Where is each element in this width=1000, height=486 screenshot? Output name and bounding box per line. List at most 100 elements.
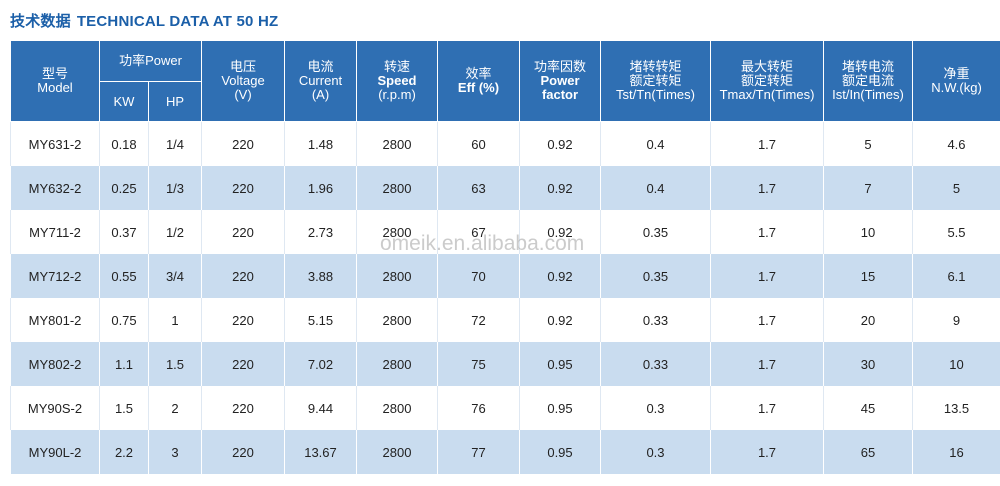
cell-efficiency: 63 <box>437 166 520 210</box>
cell-efficiency: 75 <box>437 342 520 386</box>
cell-speed: 2800 <box>356 166 438 210</box>
cell-ist-in: 5 <box>823 121 913 166</box>
table-row: MY802-2 1.1 1.5 220 7.02 2800 75 0.95 0.33 1.7 30 1… <box>10 342 1000 386</box>
cell-net-weight: 5.5 <box>912 210 1000 254</box>
cell-net-weight: 6.1 <box>912 254 1000 298</box>
cell-tst-tn: 0.4 <box>600 166 711 210</box>
header-speed: 转速 Speed (r.p.m) <box>356 40 438 122</box>
cell-hp: 1.5 <box>148 342 202 386</box>
cell-speed: 2800 <box>356 210 438 254</box>
cell-voltage: 220 <box>201 210 285 254</box>
header-tst: 堵转转矩 额定转矩 Tst/Tn(Times) <box>600 40 711 122</box>
cell-tst-tn: 0.3 <box>600 430 711 474</box>
cell-kw: 2.2 <box>99 430 149 474</box>
cell-net-weight: 16 <box>912 430 1000 474</box>
cell-voltage: 220 <box>201 121 285 166</box>
cell-voltage: 220 <box>201 386 285 430</box>
cell-model: MY802-2 <box>10 342 100 386</box>
cell-model: MY631-2 <box>10 121 100 166</box>
cell-kw: 0.25 <box>99 166 149 210</box>
cell-kw: 1.5 <box>99 386 149 430</box>
header-current: 电流 Current (A) <box>284 40 357 122</box>
cell-efficiency: 70 <box>437 254 520 298</box>
cell-ist-in: 65 <box>823 430 913 474</box>
cell-hp: 2 <box>148 386 202 430</box>
cell-kw: 0.18 <box>99 121 149 166</box>
cell-tst-tn: 0.33 <box>600 298 711 342</box>
header-kw: KW <box>99 81 149 122</box>
title-zh: 技术数据 <box>10 13 71 30</box>
cell-ist-in: 15 <box>823 254 913 298</box>
cell-model: MY90S-2 <box>10 386 100 430</box>
cell-kw: 0.37 <box>99 210 149 254</box>
cell-power-factor: 0.92 <box>519 298 601 342</box>
cell-hp: 1 <box>148 298 202 342</box>
cell-tmax-tn: 1.7 <box>710 342 824 386</box>
table-row: MY631-2 0.18 1/4 220 1.48 2800 60 0.92 0.4 1.7 5 4.… <box>10 121 1000 166</box>
header-tmax: 最大转矩 额定转矩 Tmax/Tn(Times) <box>710 40 824 122</box>
header-power-factor: 功率因数 Power factor <box>519 40 601 122</box>
table-row: MY801-2 0.75 1 220 5.15 2800 72 0.92 0.33 1.7 20 9 <box>10 298 1000 342</box>
cell-current: 13.67 <box>284 430 357 474</box>
cell-ist-in: 7 <box>823 166 913 210</box>
cell-hp: 3 <box>148 430 202 474</box>
cell-net-weight: 5 <box>912 166 1000 210</box>
cell-speed: 2800 <box>356 386 438 430</box>
cell-kw: 0.75 <box>99 298 149 342</box>
cell-ist-in: 10 <box>823 210 913 254</box>
cell-voltage: 220 <box>201 254 285 298</box>
header-net-weight: 净重 N.W.(kg) <box>912 40 1000 122</box>
table-row: MY90S-2 1.5 2 220 9.44 2800 76 0.95 0.3 1.7 45 13.5 <box>10 386 1000 430</box>
cell-net-weight: 10 <box>912 342 1000 386</box>
cell-net-weight: 4.6 <box>912 121 1000 166</box>
header-model: 型号 Model <box>10 40 100 122</box>
cell-efficiency: 60 <box>437 121 520 166</box>
cell-model: MY712-2 <box>10 254 100 298</box>
cell-power-factor: 0.95 <box>519 430 601 474</box>
table-row: MY632-2 0.25 1/3 220 1.96 2800 63 0.92 0.4 1.7 7 5 <box>10 166 1000 210</box>
cell-tst-tn: 0.35 <box>600 210 711 254</box>
table-body: MY631-2 0.18 1/4 220 1.48 2800 60 0.92 0.4 1.7 5 4.… <box>10 121 1000 474</box>
cell-tmax-tn: 1.7 <box>710 430 824 474</box>
cell-tmax-tn: 1.7 <box>710 210 824 254</box>
cell-current: 5.15 <box>284 298 357 342</box>
cell-speed: 2800 <box>356 342 438 386</box>
header-power: 功率Power <box>99 40 202 82</box>
spec-table: 型号 Model 功率Power 电压 Voltage (V) 电流 Curre… <box>10 40 1000 474</box>
cell-net-weight: 9 <box>912 298 1000 342</box>
cell-ist-in: 45 <box>823 386 913 430</box>
cell-efficiency: 67 <box>437 210 520 254</box>
cell-tst-tn: 0.4 <box>600 121 711 166</box>
cell-model: MY90L-2 <box>10 430 100 474</box>
cell-model: MY632-2 <box>10 166 100 210</box>
cell-power-factor: 0.92 <box>519 254 601 298</box>
cell-voltage: 220 <box>201 342 285 386</box>
cell-current: 7.02 <box>284 342 357 386</box>
cell-current: 1.96 <box>284 166 357 210</box>
cell-speed: 2800 <box>356 430 438 474</box>
cell-power-factor: 0.95 <box>519 386 601 430</box>
cell-tmax-tn: 1.7 <box>710 166 824 210</box>
cell-speed: 2800 <box>356 121 438 166</box>
cell-ist-in: 30 <box>823 342 913 386</box>
cell-current: 2.73 <box>284 210 357 254</box>
cell-voltage: 220 <box>201 166 285 210</box>
cell-hp: 1/2 <box>148 210 202 254</box>
cell-net-weight: 13.5 <box>912 386 1000 430</box>
cell-speed: 2800 <box>356 298 438 342</box>
header-hp: HP <box>148 81 202 122</box>
cell-tst-tn: 0.33 <box>600 342 711 386</box>
cell-efficiency: 76 <box>437 386 520 430</box>
cell-tmax-tn: 1.7 <box>710 121 824 166</box>
cell-power-factor: 0.92 <box>519 210 601 254</box>
cell-power-factor: 0.95 <box>519 342 601 386</box>
table-row: MY90L-2 2.2 3 220 13.67 2800 77 0.95 0.3 1.7 65 16 <box>10 430 1000 474</box>
cell-kw: 0.55 <box>99 254 149 298</box>
cell-hp: 1/3 <box>148 166 202 210</box>
cell-tmax-tn: 1.7 <box>710 254 824 298</box>
title-en: TECHNICAL DATA AT 50 HZ <box>76 13 279 30</box>
cell-model: MY711-2 <box>10 210 100 254</box>
table-row: MY711-2 0.37 1/2 220 2.73 2800 67 0.92 0.35 1.7 10… <box>10 210 1000 254</box>
cell-voltage: 220 <box>201 430 285 474</box>
cell-speed: 2800 <box>356 254 438 298</box>
